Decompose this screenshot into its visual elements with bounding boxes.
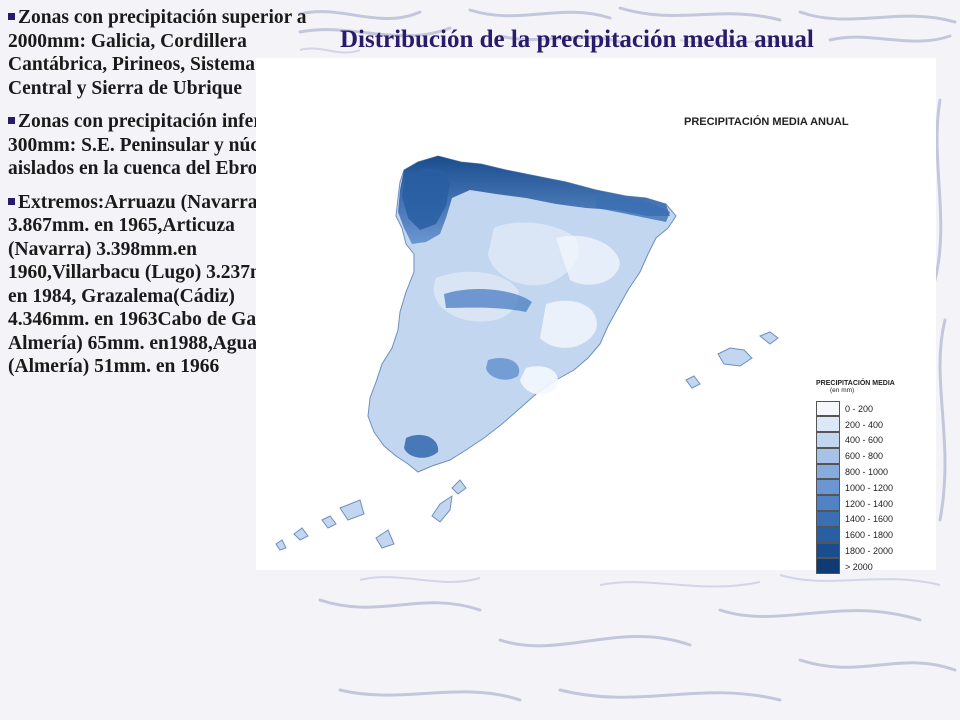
legend-row: 800 - 1000 bbox=[816, 463, 936, 480]
legend-row: 1200 - 1400 bbox=[816, 495, 936, 512]
balearic-islands bbox=[717, 347, 753, 367]
bullet-marker-icon bbox=[8, 13, 15, 20]
legend-row: 400 - 600 bbox=[816, 432, 936, 449]
legend-row: 200 - 400 bbox=[816, 416, 936, 433]
legend-swatch bbox=[816, 432, 840, 448]
legend-row: 1000 - 1200 bbox=[816, 479, 936, 496]
legend-swatch bbox=[816, 416, 840, 433]
bullet-marker-icon bbox=[8, 197, 15, 205]
bullet-item-high-precipitation: Zonas con precipitación superior a 2000m… bbox=[8, 6, 308, 100]
legend-row: 1600 - 1800 bbox=[816, 526, 936, 543]
precipitation-map-panel: PRECIPITACIÓN MEDIA ANUAL PRECIPITACIÓN … bbox=[256, 58, 936, 575]
legend-row: > 2000 bbox=[816, 558, 936, 575]
map-legend: PRECIPITACIÓN MEDIA (en mm) 0 - 200 200 -… bbox=[816, 380, 936, 575]
bullet-text: Zonas con precipitación superior a 2000m… bbox=[8, 7, 307, 99]
legend-label: 0 - 200 bbox=[845, 403, 874, 414]
bullet-item-low-precipitation: Zonas con precipitación inferior a 300mm… bbox=[8, 110, 308, 181]
legend-swatch bbox=[816, 400, 840, 417]
legend-label: 400 - 600 bbox=[845, 435, 884, 446]
bullet-list: Zonas con precipitación superior a 2000m… bbox=[8, 6, 308, 389]
legend-row: 1400 - 1600 bbox=[816, 511, 936, 528]
legend-swatch bbox=[816, 463, 840, 480]
legend-label: 1400 - 1600 bbox=[845, 514, 894, 525]
spain-precipitation-map bbox=[275, 155, 779, 551]
legend-label: 200 - 400 bbox=[845, 419, 884, 430]
legend-swatch bbox=[816, 526, 840, 543]
legend-label: 1600 - 1800 bbox=[845, 530, 894, 541]
legend-swatch bbox=[816, 558, 840, 575]
bullet-marker-icon bbox=[8, 117, 15, 124]
legend-label: 1200 - 1400 bbox=[845, 498, 894, 509]
bullet-item-extremes: Extremos:Arruazu (Navarra) 3.867mm. en 1… bbox=[8, 191, 308, 379]
legend-label: 1800 - 2000 bbox=[845, 546, 894, 557]
map-heading: PRECIPITACIÓN MEDIA ANUAL bbox=[684, 116, 849, 128]
legend-label: 1000 - 1200 bbox=[845, 482, 894, 493]
legend-swatch bbox=[816, 447, 840, 464]
canary-islands bbox=[275, 479, 467, 551]
bullet-text: Extremos:Arruazu (Navarra) 3.867mm. en 1… bbox=[8, 191, 302, 378]
legend-swatch bbox=[816, 542, 840, 559]
legend-swatch bbox=[816, 511, 840, 527]
legend-rows: 0 - 200 200 - 400 400 - 600 600 - 800 800 - … bbox=[816, 400, 936, 575]
bullet-text: Zonas con precipitación inferior a 300mm… bbox=[8, 111, 301, 179]
legend-label: 800 - 1000 bbox=[845, 467, 889, 478]
legend-title: PRECIPITACIÓN MEDIA bbox=[816, 380, 895, 387]
legend-swatch bbox=[816, 495, 840, 512]
legend-swatch bbox=[816, 479, 840, 496]
legend-label: > 2000 bbox=[845, 561, 873, 572]
legend-row: 0 - 200 bbox=[816, 400, 936, 417]
northern-wet-zone bbox=[398, 156, 670, 244]
legend-label: 600 - 800 bbox=[845, 451, 884, 462]
legend-row: 1800 - 2000 bbox=[816, 542, 936, 559]
legend-unit: (en mm) bbox=[830, 387, 855, 394]
slide-title: Distribución de la precipitación media a… bbox=[340, 26, 814, 53]
legend-row: 600 - 800 bbox=[816, 447, 936, 464]
